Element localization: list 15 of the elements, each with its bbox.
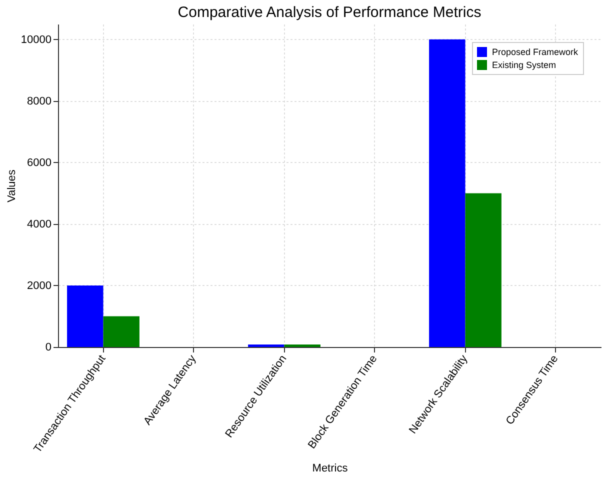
chart-title: Comparative Analysis of Performance Metrics	[178, 4, 482, 21]
y-tick-label: 4000	[27, 218, 52, 230]
x-axis-title: Metrics	[312, 462, 348, 475]
bar	[67, 285, 104, 347]
legend-label: Proposed Framework	[492, 47, 579, 57]
y-tick-label: 10000	[20, 34, 52, 46]
bar	[429, 39, 466, 347]
y-tick-label: 8000	[27, 95, 52, 108]
y-tick-label: 2000	[27, 280, 52, 292]
bar	[103, 316, 140, 347]
y-tick-label: 6000	[27, 156, 52, 169]
y-axis-title: Values	[6, 169, 18, 202]
bar	[465, 193, 502, 347]
y-tick-label: 0	[45, 342, 52, 354]
legend-label: Existing System	[492, 60, 556, 70]
